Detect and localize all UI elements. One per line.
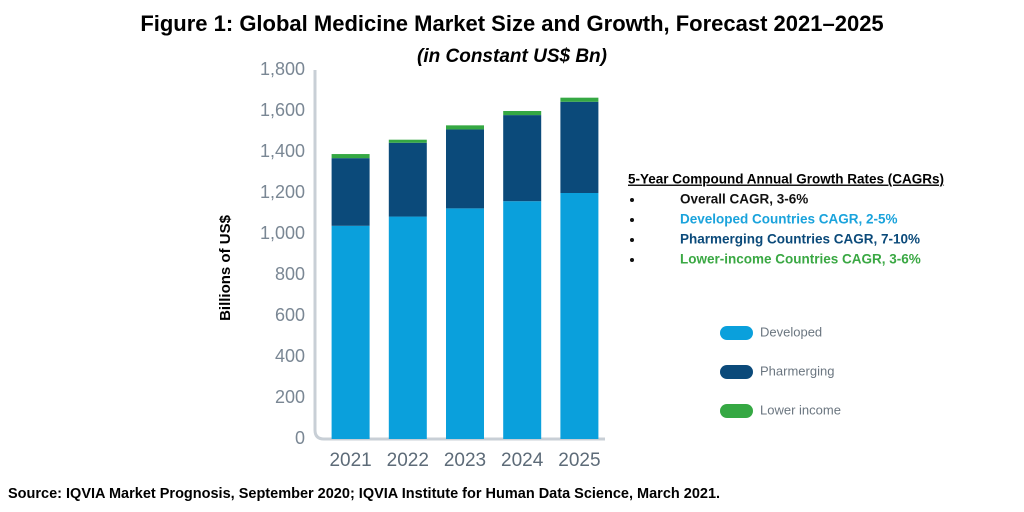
bar-segment — [331, 158, 370, 226]
bar-segment — [560, 193, 599, 439]
bar-segment — [503, 201, 542, 439]
bar-segment — [446, 125, 484, 130]
bar-segment — [446, 208, 484, 439]
cagr-item: Lower-income Countries CAGR, 3-6% — [680, 252, 921, 267]
chart-subtitle: (in Constant US$ Bn) — [417, 46, 607, 67]
source: Source: IQVIA Market Prognosis, Septembe… — [8, 486, 720, 502]
y-tick-label: 800 — [275, 264, 305, 284]
bar-segment — [388, 139, 427, 143]
legend-label: Lower income — [760, 402, 841, 417]
y-tick-label: 1,200 — [260, 182, 305, 202]
legend-label: Pharmerging — [760, 363, 834, 378]
legend-swatch — [720, 326, 753, 340]
legend-swatch — [720, 404, 753, 418]
x-tick-label: 2022 — [387, 450, 429, 471]
cagr-item: Developed Countries CAGR, 2-5% — [680, 212, 898, 227]
y-tick-label: 600 — [275, 305, 305, 325]
bar-segment — [388, 142, 427, 217]
bar-segment — [503, 111, 542, 116]
x-tick-label: 2025 — [558, 450, 600, 471]
bar-segment — [446, 129, 484, 209]
x-tick-label: 2024 — [501, 450, 544, 471]
cagr-title: 5-Year Compound Annual Growth Rates (CAG… — [628, 172, 944, 187]
y-tick-label: 1,000 — [260, 223, 305, 243]
bullet — [630, 238, 634, 242]
y-axis-label: Billions of US$ — [217, 214, 234, 321]
legend-label: Developed — [760, 324, 822, 339]
bar-segment — [331, 154, 370, 159]
bar-segment — [560, 101, 599, 193]
y-tick-label: 400 — [275, 346, 305, 366]
axis-line — [313, 70, 605, 441]
bar-segment — [388, 216, 427, 439]
legend-swatch — [720, 365, 753, 379]
cagr-item: Overall CAGR, 3-6% — [680, 192, 808, 207]
bullet — [630, 218, 634, 222]
y-tick-label: 0 — [295, 428, 305, 448]
bar-segment — [503, 115, 542, 202]
cagr-item: Pharmerging Countries CAGR, 7-10% — [680, 232, 920, 247]
bullet — [630, 258, 634, 262]
bar-segment — [560, 97, 599, 102]
y-tick-label: 1,600 — [260, 100, 305, 120]
x-tick-label: 2021 — [329, 450, 371, 471]
x-tick-label: 2023 — [444, 450, 486, 471]
bullet — [630, 198, 634, 202]
y-tick-label: 1,800 — [260, 59, 305, 79]
chart-title: Figure 1: Global Medicine Market Size an… — [140, 11, 883, 36]
y-tick-label: 200 — [275, 387, 305, 407]
y-tick-label: 1,400 — [260, 141, 305, 161]
bar-segment — [331, 225, 370, 439]
